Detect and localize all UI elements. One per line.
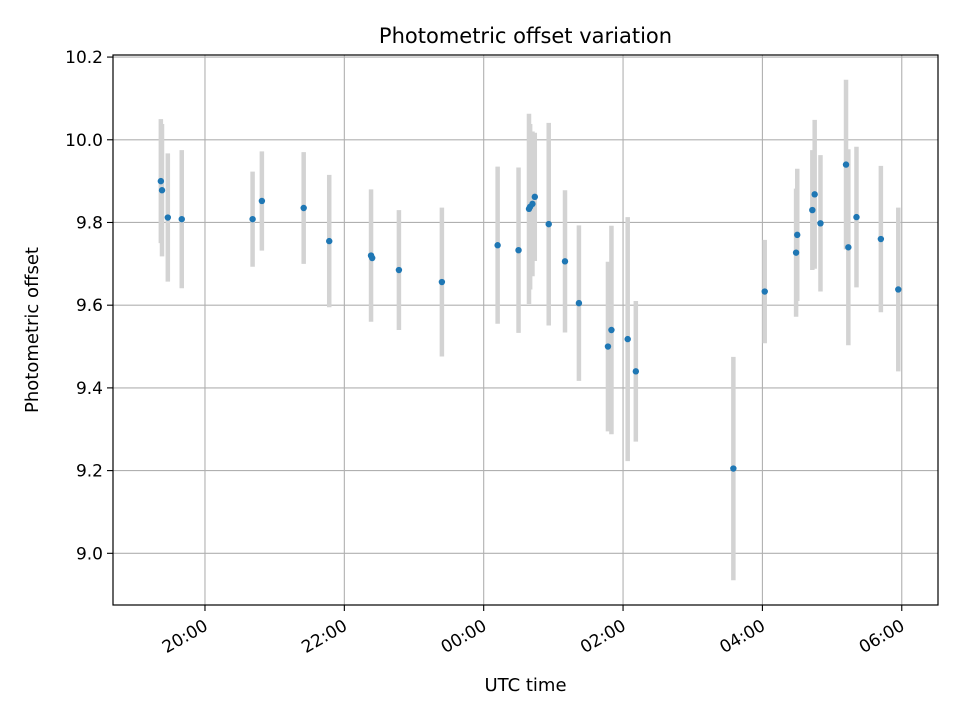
- data-point: [158, 187, 166, 194]
- data-point: [494, 242, 501, 249]
- data-point: [515, 246, 522, 254]
- data-point: [561, 258, 569, 265]
- data-point: [604, 343, 612, 350]
- x-tick-label: 22:00: [298, 616, 350, 658]
- data-point: [178, 215, 185, 223]
- data-point: [842, 161, 850, 168]
- data-point: [624, 335, 631, 343]
- data-point: [249, 215, 256, 223]
- y-tick-label: 10.0: [65, 131, 103, 151]
- y-tick-label: 9.6: [76, 296, 103, 316]
- y-tick-label: 9.8: [76, 213, 103, 233]
- data-point: [438, 278, 446, 286]
- data-point: [395, 266, 403, 274]
- data-point: [608, 326, 615, 334]
- data-point: [529, 200, 536, 208]
- data-point: [164, 214, 172, 221]
- data-points: [157, 161, 902, 472]
- data-point: [157, 177, 165, 185]
- y-tick-label: 9.2: [76, 462, 103, 482]
- data-point: [326, 237, 333, 245]
- x-tick-label: 02:00: [577, 616, 629, 658]
- y-tick-label: 9.0: [76, 544, 103, 564]
- data-point: [895, 286, 902, 293]
- x-tick-label: 04:00: [716, 616, 768, 658]
- x-tick-label: 06:00: [856, 616, 908, 658]
- data-point: [531, 193, 538, 201]
- data-point: [632, 368, 640, 375]
- y-axis-title: Photometric offset: [22, 247, 43, 413]
- error-bars: [158, 79, 901, 581]
- y-tick-label: 10.2: [65, 48, 103, 68]
- data-point: [258, 197, 266, 205]
- data-point: [811, 191, 818, 198]
- data-point: [761, 288, 768, 295]
- y-tick-label: 9.4: [76, 379, 103, 399]
- data-point: [877, 235, 885, 243]
- data-point: [809, 206, 816, 214]
- data-point: [845, 244, 852, 251]
- chart-title: Photometric offset variation: [379, 24, 672, 48]
- data-point: [853, 213, 860, 221]
- plot-area-frame: [112, 54, 939, 606]
- data-point: [545, 220, 552, 228]
- data-point: [730, 465, 737, 472]
- x-tick-label: 20:00: [159, 616, 211, 658]
- data-point: [817, 220, 824, 227]
- data-point: [369, 254, 376, 262]
- x-tick-label: 00:00: [438, 616, 490, 658]
- grid-lines: [113, 55, 938, 605]
- data-point: [792, 249, 800, 256]
- x-axis-title: UTC time: [484, 675, 566, 696]
- data-point: [300, 204, 307, 212]
- data-point: [575, 299, 583, 307]
- data-point: [794, 231, 801, 239]
